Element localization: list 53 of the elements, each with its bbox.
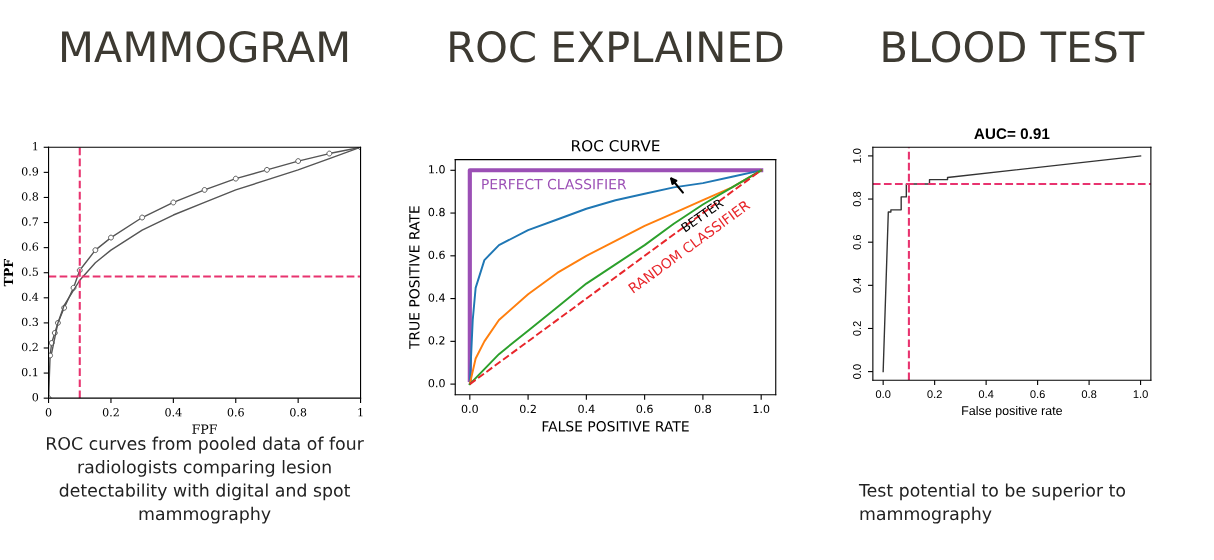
- y-tick-label: 0.1: [21, 367, 38, 377]
- y-tick-label: 0.4: [428, 293, 445, 302]
- x-tick-label: 0.0: [875, 390, 891, 399]
- y-tick-label: 0.0: [853, 364, 861, 379]
- x-tick-label: 0.6: [636, 404, 653, 414]
- x-tick-label: 0.2: [102, 408, 119, 417]
- y-axis-title: TPF: [3, 259, 14, 287]
- y-tick-label: 0.9: [21, 167, 39, 176]
- x-axis-title: False positive rate: [962, 405, 1063, 418]
- y-tick-label: 0.7: [21, 217, 39, 226]
- y-tick-label: 0.2: [853, 321, 861, 336]
- x-tick-label: 0.6: [227, 408, 244, 417]
- y-tick-label: 0.3: [21, 317, 39, 327]
- y-tick-label: 0.8: [21, 192, 39, 201]
- x-tick-label: 0.8: [1081, 390, 1097, 399]
- y-tick-label: 0.6: [428, 250, 445, 260]
- x-tick-label: 0.0: [461, 404, 478, 414]
- y-tick-label: 1.0: [429, 165, 445, 174]
- chart-title: MAMMOGRAM: [62, 30, 348, 63]
- x-tick-label: 1.0: [753, 404, 770, 414]
- y-tick-label: 0.4: [853, 277, 861, 293]
- y-tick-label: 0.0: [428, 378, 445, 388]
- x-tick-label: 0.8: [290, 408, 307, 417]
- x-tick-label: 0.2: [927, 390, 942, 399]
- x-axis-title: FPF: [192, 424, 217, 434]
- chart-subtitle: AUC= 0.91: [974, 128, 1050, 140]
- chart-title: ROC EXPLAINED: [450, 30, 783, 63]
- x-tick-label: 0: [45, 408, 52, 417]
- x-axis-title: FALSE POSITIVE RATE: [542, 421, 689, 432]
- y-tick-label: 1: [33, 142, 38, 151]
- y-tick-label: 0.2: [21, 342, 38, 352]
- y-tick-label: 0.2: [428, 336, 445, 345]
- chart-title: BLOOD TEST: [883, 30, 1145, 63]
- y-tick-label: 0.8: [853, 191, 861, 207]
- y-axis-title: TRUE POSITIVE RATE: [409, 206, 420, 350]
- series-label: PERFECT CLASSIFIER: [482, 178, 627, 190]
- y-tick-label: 0.5: [21, 267, 38, 276]
- x-tick-label: 0.4: [578, 404, 595, 414]
- y-tick-label: 0.8: [428, 207, 445, 217]
- x-tick-label: 0.6: [1030, 390, 1045, 399]
- y-tick-label: 1.0: [853, 148, 861, 163]
- x-tick-label: 1: [358, 408, 363, 417]
- x-tick-label: 0.4: [165, 408, 182, 417]
- y-tick-label: 0.6: [21, 242, 39, 251]
- x-tick-label: 1.0: [1133, 390, 1148, 399]
- text: ROC curves from pooled data of four radiologists comparing lesion detectability with digital and spot mammography: [46, 436, 364, 524]
- x-tick-label: 0.8: [694, 404, 711, 414]
- x-tick-label: 0.4: [978, 390, 994, 399]
- text: Test potential to be superior to mammography: [858, 483, 1126, 524]
- y-tick-label: 0.6: [853, 234, 861, 250]
- y-tick-label: 0.4: [21, 292, 39, 302]
- chart-subtitle: ROC CURVE: [572, 139, 660, 152]
- x-tick-label: 0.2: [519, 404, 536, 414]
